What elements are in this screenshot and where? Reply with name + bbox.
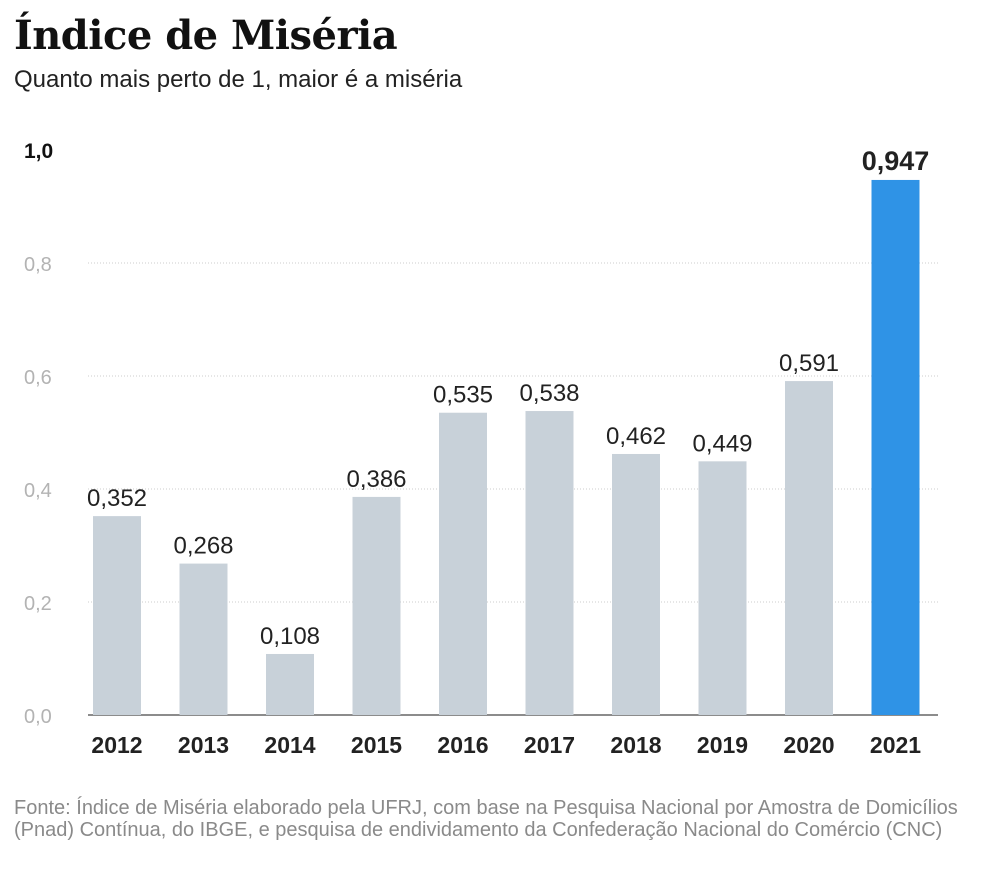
y-tick-label: 0,2	[24, 593, 52, 615]
x-tick-label-2020: 2020	[783, 732, 834, 758]
y-tick-label: 1,0	[24, 140, 53, 163]
value-label-2017: 0,538	[519, 380, 579, 407]
y-axis-ticks: 0,0 0,2 0,4 0,6 0,8 1,0	[24, 140, 53, 728]
x-tick-label-2014: 2014	[264, 732, 315, 758]
bar-2017	[525, 411, 574, 715]
bar-2012	[93, 516, 141, 715]
y-tick-label: 0,6	[24, 367, 52, 389]
x-tick-label-2019: 2019	[697, 732, 748, 758]
bars	[93, 179, 920, 715]
value-label-2021: 0,947	[862, 146, 930, 176]
x-tick-label-2013: 2013	[178, 732, 229, 758]
bar-2014	[266, 653, 314, 715]
value-label-2015: 0,386	[346, 466, 406, 493]
x-axis-ticks: 2012 2013 2014 2015 2016 2017 2018 2019 2020 2021	[91, 732, 921, 758]
value-label-2012: 0,352	[87, 485, 147, 512]
bar-chart: 0,352 0,268 0,108 0,386 0,535 0,538 0,462 0,449…	[24, 140, 938, 758]
source-note: Fonte: Índice de Miséria elaborado pela …	[14, 797, 958, 841]
x-tick-label-2012: 2012	[91, 732, 142, 758]
chart-subtitle: Quanto mais perto de 1, maior é a miséri…	[14, 66, 463, 93]
value-labels: 0,352 0,268 0,108 0,386 0,535 0,538 0,462 0,449…	[87, 146, 929, 650]
x-tick-label-2016: 2016	[437, 732, 488, 758]
bar-2021	[871, 179, 920, 715]
bar-2018	[612, 453, 660, 715]
x-tick-label-2015: 2015	[351, 732, 402, 758]
y-tick-label: 0,8	[24, 254, 52, 276]
value-label-2014: 0,108	[260, 623, 320, 650]
value-label-2018: 0,462	[606, 423, 666, 450]
y-tick-label: 0,0	[24, 706, 52, 728]
x-tick-label-2017: 2017	[524, 732, 575, 758]
y-tick-label: 0,4	[24, 480, 52, 502]
value-label-2019: 0,449	[692, 430, 752, 457]
x-tick-label-2021: 2021	[870, 732, 921, 758]
bar-2016	[439, 412, 487, 715]
value-label-2016: 0,535	[433, 382, 493, 409]
bar-2013	[179, 563, 228, 715]
bar-2020	[785, 381, 833, 715]
x-tick-label-2018: 2018	[610, 732, 661, 758]
bar-2019	[698, 461, 747, 715]
chart-title: Índice de Miséria	[14, 12, 398, 59]
bar-2015	[352, 496, 401, 715]
value-label-2013: 0,268	[173, 533, 233, 560]
value-label-2020: 0,591	[779, 350, 839, 377]
